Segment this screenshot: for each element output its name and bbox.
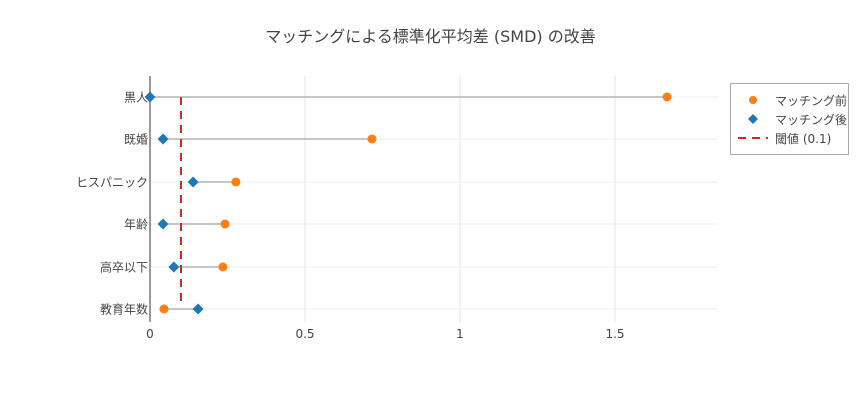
y-tick-label: ヒスパニック (75, 175, 148, 190)
marker-before[interactable] (662, 92, 672, 102)
legend: マッチング前 マッチング後 閾値 (0.1) (730, 83, 849, 155)
marker-after[interactable] (157, 133, 169, 145)
legend-item-before[interactable]: マッチング前 (731, 90, 848, 110)
y-tick-label: 高卒以下 (99, 260, 148, 275)
marker-before[interactable] (231, 177, 241, 187)
marker-after[interactable] (168, 261, 180, 273)
legend-label-threshold: 閾値 (0.1) (775, 132, 832, 146)
y-tick-label: 教育年数 (99, 302, 148, 317)
marker-before[interactable] (220, 219, 230, 229)
x-tick-label: 1 (456, 327, 464, 341)
legend-item-threshold[interactable]: 閾値 (0.1) (731, 128, 848, 148)
y-tick-label: 既婚 (123, 132, 148, 147)
marker-after[interactable] (157, 218, 169, 230)
marker-before[interactable] (367, 134, 377, 144)
legend-label-after: マッチング後 (775, 113, 848, 127)
marker-before[interactable] (159, 304, 169, 314)
marker-before[interactable] (218, 262, 228, 272)
x-tick-label: 0.5 (295, 327, 315, 341)
marker-after[interactable] (192, 303, 204, 315)
marker-after[interactable] (144, 91, 156, 103)
legend-item-after[interactable]: マッチング後 (731, 109, 848, 129)
x-tick-label: 1.5 (605, 327, 625, 341)
legend-label-before: マッチング前 (775, 94, 848, 108)
x-tick-label: 0 (146, 327, 154, 341)
y-tick-label: 黒人 (123, 90, 148, 105)
y-tick-label: 年齢 (123, 217, 148, 232)
chart-title: マッチングによる標準化平均差 (SMD) の改善 (265, 27, 596, 46)
marker-after[interactable] (187, 176, 199, 188)
